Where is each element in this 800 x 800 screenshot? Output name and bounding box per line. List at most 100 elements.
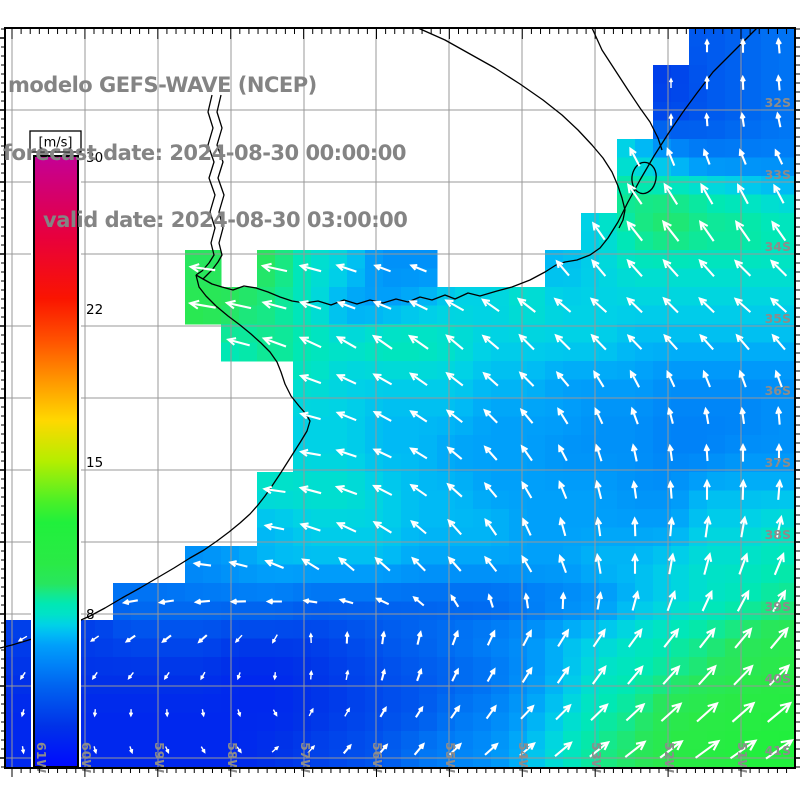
wind-arrow — [703, 443, 711, 462]
wind-arrow — [729, 739, 758, 760]
wind-arrow — [378, 743, 389, 755]
wind-arrow — [702, 369, 711, 388]
longitude-label: 52W — [662, 742, 677, 773]
wind-arrow — [698, 219, 715, 242]
wind-arrow — [264, 559, 284, 569]
wind-arrow — [409, 483, 428, 497]
wind-arrow — [775, 37, 782, 54]
wind-arrow — [771, 220, 787, 242]
wind-arrow — [662, 258, 679, 278]
wind-arrow — [591, 665, 607, 685]
wind-arrow — [20, 746, 26, 755]
wind-arrow — [594, 443, 603, 462]
wind-arrow — [298, 336, 322, 349]
wind-arrow — [631, 516, 639, 537]
wind-arrow — [236, 672, 241, 681]
wind-arrow — [334, 485, 358, 496]
wind-arrow — [775, 74, 782, 91]
wind-arrow — [411, 556, 426, 572]
colorbar-tick-label: 15 — [86, 455, 103, 471]
wind-arrow — [272, 672, 278, 681]
wind-arrow — [380, 668, 387, 681]
wind-arrow — [409, 264, 427, 273]
colorbar-tick-label: 30 — [86, 150, 103, 166]
wind-arrow — [769, 297, 788, 313]
wind-arrow — [380, 630, 387, 645]
wind-arrow — [659, 739, 684, 759]
wind-arrow — [261, 336, 287, 348]
wind-arrow — [272, 634, 278, 644]
wind-arrow — [372, 484, 393, 496]
wind-arrow — [200, 746, 206, 754]
wind-arrow — [736, 183, 749, 205]
title-model-name: modelo GEFS-WAVE (NCEP) — [8, 73, 317, 97]
wind-arrow — [739, 515, 748, 538]
wind-arrow — [298, 448, 321, 457]
wind-arrow — [703, 478, 711, 500]
wind-arrow — [445, 371, 464, 387]
wind-arrow — [733, 259, 752, 277]
wind-arrow — [89, 635, 100, 642]
wind-arrow — [483, 408, 498, 424]
wind-arrow — [272, 709, 278, 717]
lat-lon-gridlines — [5, 28, 795, 768]
longitude-label: 60W — [79, 742, 94, 773]
wind-arrow — [484, 517, 498, 536]
wind-arrow — [91, 671, 98, 680]
wind-arrow — [698, 296, 715, 314]
latitude-label: 41S — [765, 743, 791, 758]
wind-arrow — [594, 407, 604, 425]
wind-arrow — [298, 485, 322, 495]
wind-arrow — [661, 219, 680, 242]
colorbar-tick-label: 8 — [86, 607, 95, 623]
wind-arrow — [516, 297, 536, 313]
wind-arrow — [487, 593, 494, 608]
wind-arrow — [415, 705, 424, 718]
wind-arrow — [739, 74, 746, 90]
wind-arrow — [775, 443, 783, 462]
wind-arrow — [372, 300, 392, 310]
wind-arrow — [236, 746, 242, 754]
wind-arrow — [335, 522, 357, 533]
wind-arrow — [594, 516, 603, 537]
wind-arrow — [451, 667, 459, 682]
wind-arrow — [698, 664, 717, 686]
wind-arrow — [663, 333, 678, 351]
wind-arrow — [298, 263, 322, 273]
wind-arrow — [200, 671, 206, 681]
wind-arrow — [157, 598, 174, 606]
wind-arrow — [450, 704, 461, 719]
wind-arrow — [666, 589, 677, 612]
wind-arrow — [446, 446, 463, 460]
wind-arrow — [698, 258, 715, 278]
wind-arrow — [372, 410, 392, 422]
wind-arrow — [627, 665, 644, 685]
wind-arrow — [704, 75, 710, 90]
colorbar-unit-box — [29, 130, 82, 153]
wind-arrow — [265, 598, 282, 605]
latitude-label: 34S — [765, 239, 791, 254]
wind-arrow — [696, 701, 719, 723]
wind-arrow — [124, 634, 136, 643]
wind-arrow — [774, 369, 783, 388]
latitude-label: 36S — [765, 383, 791, 398]
wind-arrow — [518, 333, 535, 351]
wind-arrow — [698, 627, 716, 649]
wind-arrow — [775, 514, 785, 539]
wind-arrow — [668, 77, 674, 88]
wind-arrow — [629, 369, 641, 388]
wind-arrow — [626, 220, 644, 242]
latitude-label: 35S — [765, 311, 791, 326]
wind-arrow — [308, 670, 314, 680]
wind-arrow — [558, 444, 568, 462]
wind-arrow — [484, 742, 499, 756]
colorbar-unit-label: [m/s] — [39, 136, 73, 151]
wind-arrow — [589, 740, 611, 758]
wind-arrow — [663, 182, 679, 205]
wind-arrow — [626, 258, 643, 278]
wind-arrow — [736, 589, 750, 612]
wind-arrow — [557, 628, 570, 647]
wind-arrow — [768, 664, 791, 686]
wind-arrow — [345, 669, 350, 681]
wind-arrow — [447, 518, 462, 536]
